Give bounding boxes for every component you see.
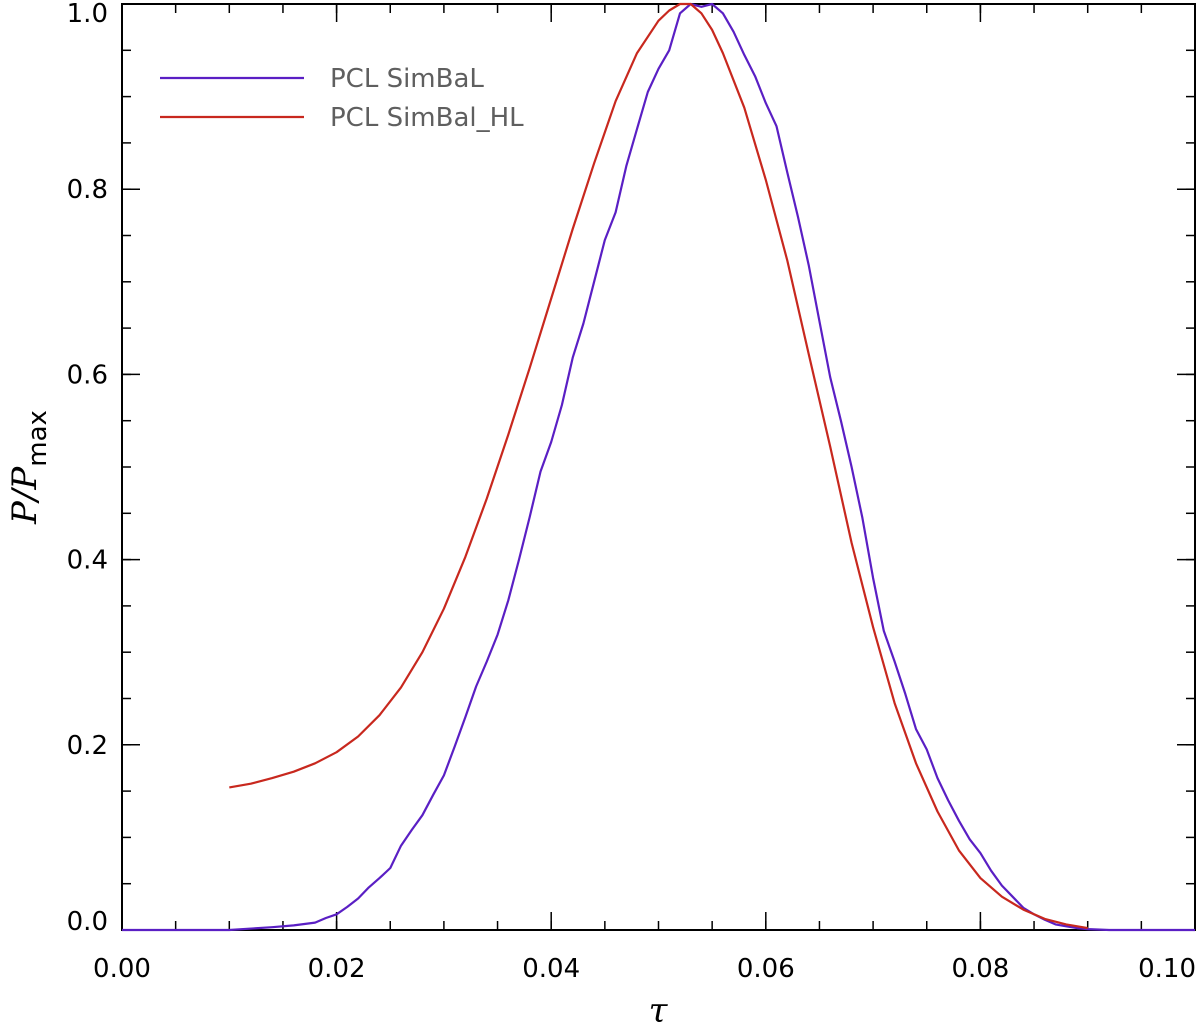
series-lines [122, 2, 1195, 932]
x-tick-label: 0.10 [1138, 954, 1196, 984]
x-tick-label: 0.00 [93, 954, 151, 984]
y-tick-label: 0.6 [67, 360, 108, 390]
tick-labels: 0.00 0.02 0.04 0.06 0.08 0.10 0.0 0.2 0.4 0.6 0.8 1… [67, 0, 1196, 984]
legend: PCL SimBaL PCL SimBal_HL [160, 64, 524, 133]
y-tick-label: 0.8 [67, 175, 108, 205]
series-line-2 [229, 2, 1088, 930]
x-tick-label: 0.04 [522, 954, 580, 984]
y-axis-title-subscript: max [23, 410, 53, 467]
x-axis-title: τ [649, 991, 669, 1022]
y-tick-label: 0.0 [67, 907, 108, 937]
minor-ticks [122, 4, 1195, 930]
y-axis-title-main: P/P [5, 466, 45, 525]
plot-frame [121, 3, 1196, 931]
legend-label-1: PCL SimBaL [330, 64, 484, 94]
legend-label-2: PCL SimBal_HL [330, 103, 524, 133]
y-tick-label: 0.2 [67, 731, 108, 761]
y-axis-title: P/Pmax [5, 410, 53, 525]
x-tick-label: 0.08 [951, 954, 1009, 984]
series-line-1 [122, 2, 1195, 932]
y-tick-label: 1.0 [67, 0, 108, 29]
y-tick-label: 0.4 [67, 546, 108, 576]
x-tick-label: 0.06 [737, 954, 795, 984]
major-ticks [121, 3, 1196, 931]
x-tick-label: 0.02 [308, 954, 366, 984]
